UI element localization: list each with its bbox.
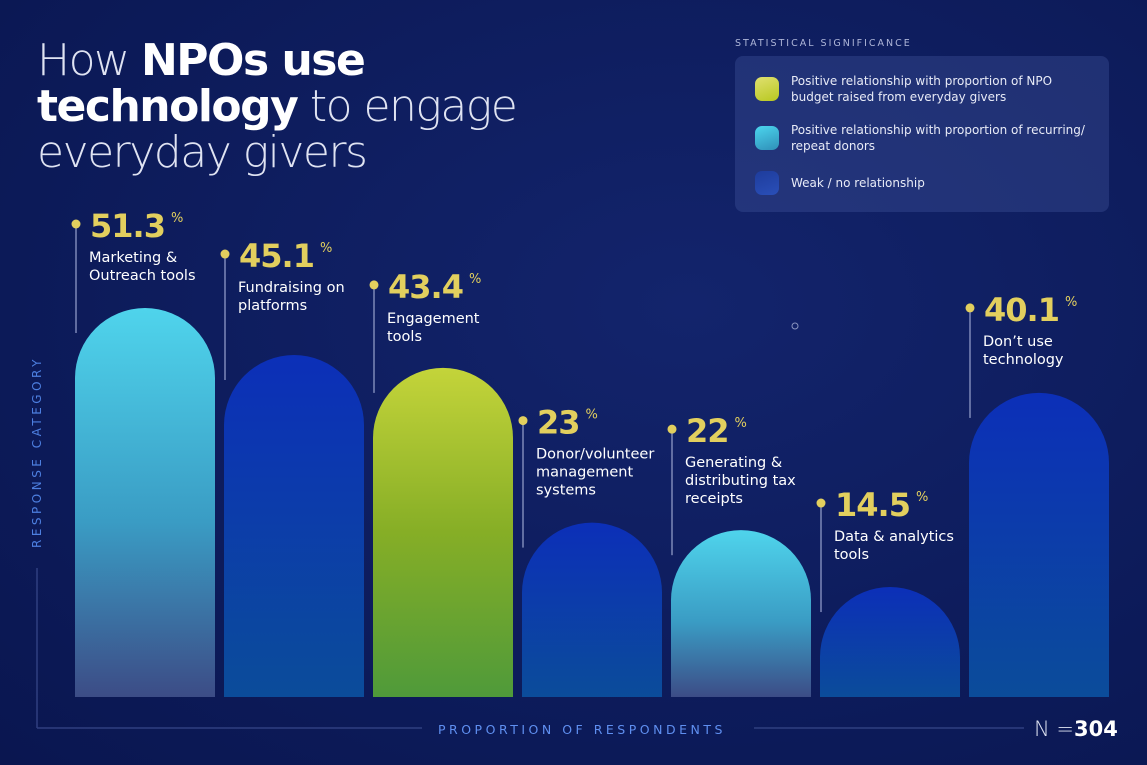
y-axis-label: RESPONSE CATEGORY (30, 356, 44, 548)
sample-size: N =304 (1034, 717, 1118, 741)
value-label: 23 (537, 404, 580, 442)
percent-sign: % (320, 241, 332, 256)
bar (522, 522, 662, 697)
value-label: 14.5 (835, 486, 910, 524)
decorative-dot (791, 322, 799, 330)
bar (671, 530, 811, 697)
percent-sign: % (916, 490, 928, 505)
bar (75, 308, 215, 697)
category-label: technology (983, 352, 1064, 368)
swatch-cyan (755, 126, 779, 150)
legend-item-weak: Weak / no relationship (755, 171, 925, 195)
bar (224, 355, 364, 697)
leader-dot (518, 416, 528, 426)
bar (820, 587, 960, 697)
leader-dot (667, 424, 677, 434)
category-label: Don’t use (983, 334, 1053, 350)
legend-item-recurring: Positive relationship with proportion of… (755, 122, 1111, 154)
legend-label: Positive relationship with proportion of… (791, 123, 1085, 153)
leader-dot (965, 303, 975, 313)
legend-label: Positive relationship with proportion of… (791, 74, 1053, 104)
value-label: 43.4 (388, 268, 463, 306)
category-label: Marketing & (89, 250, 177, 266)
category-label: Outreach tools (89, 268, 196, 284)
category-label: receipts (685, 491, 743, 507)
percent-sign: % (469, 272, 481, 287)
bar (969, 392, 1109, 697)
leader-dot (220, 249, 230, 259)
x-axis-label: PROPORTION OF RESPONDENTS (438, 722, 726, 737)
legend-heading: STATISTICAL SIGNIFICANCE (735, 38, 912, 49)
page-title: How NPOs use technology to engage everyday… (37, 35, 518, 178)
category-label: Engagement (387, 311, 480, 327)
category-label: distributing tax (685, 473, 796, 489)
swatch-yellow (755, 77, 779, 101)
legend: Positive relationship with proportion of… (735, 56, 1109, 212)
percent-sign: % (1065, 295, 1077, 310)
leader-dot (71, 219, 81, 229)
category-label: systems (536, 483, 596, 499)
category-label: tools (834, 547, 869, 563)
category-label: management (536, 465, 633, 481)
leader-dot (816, 498, 826, 508)
percent-sign: % (735, 416, 747, 431)
category-label: Donor/volunteer (536, 447, 654, 463)
value-label: 51.3 (90, 207, 165, 245)
category-label: tools (387, 329, 422, 345)
value-label: 40.1 (984, 291, 1059, 329)
category-label: Generating & (685, 455, 782, 471)
value-label: 22 (686, 412, 729, 450)
category-label: Fundraising on (238, 280, 345, 296)
legend-item-budget: Positive relationship with proportion of… (755, 73, 1091, 105)
category-label: Data & analytics (834, 529, 954, 545)
leader-dot (369, 280, 379, 290)
percent-sign: % (171, 211, 183, 226)
swatch-blue (755, 171, 779, 195)
bar (373, 367, 513, 697)
category-label: platforms (238, 298, 307, 314)
percent-sign: % (586, 408, 598, 423)
value-label: 45.1 (239, 237, 314, 275)
legend-label: Weak / no relationship (791, 176, 925, 190)
